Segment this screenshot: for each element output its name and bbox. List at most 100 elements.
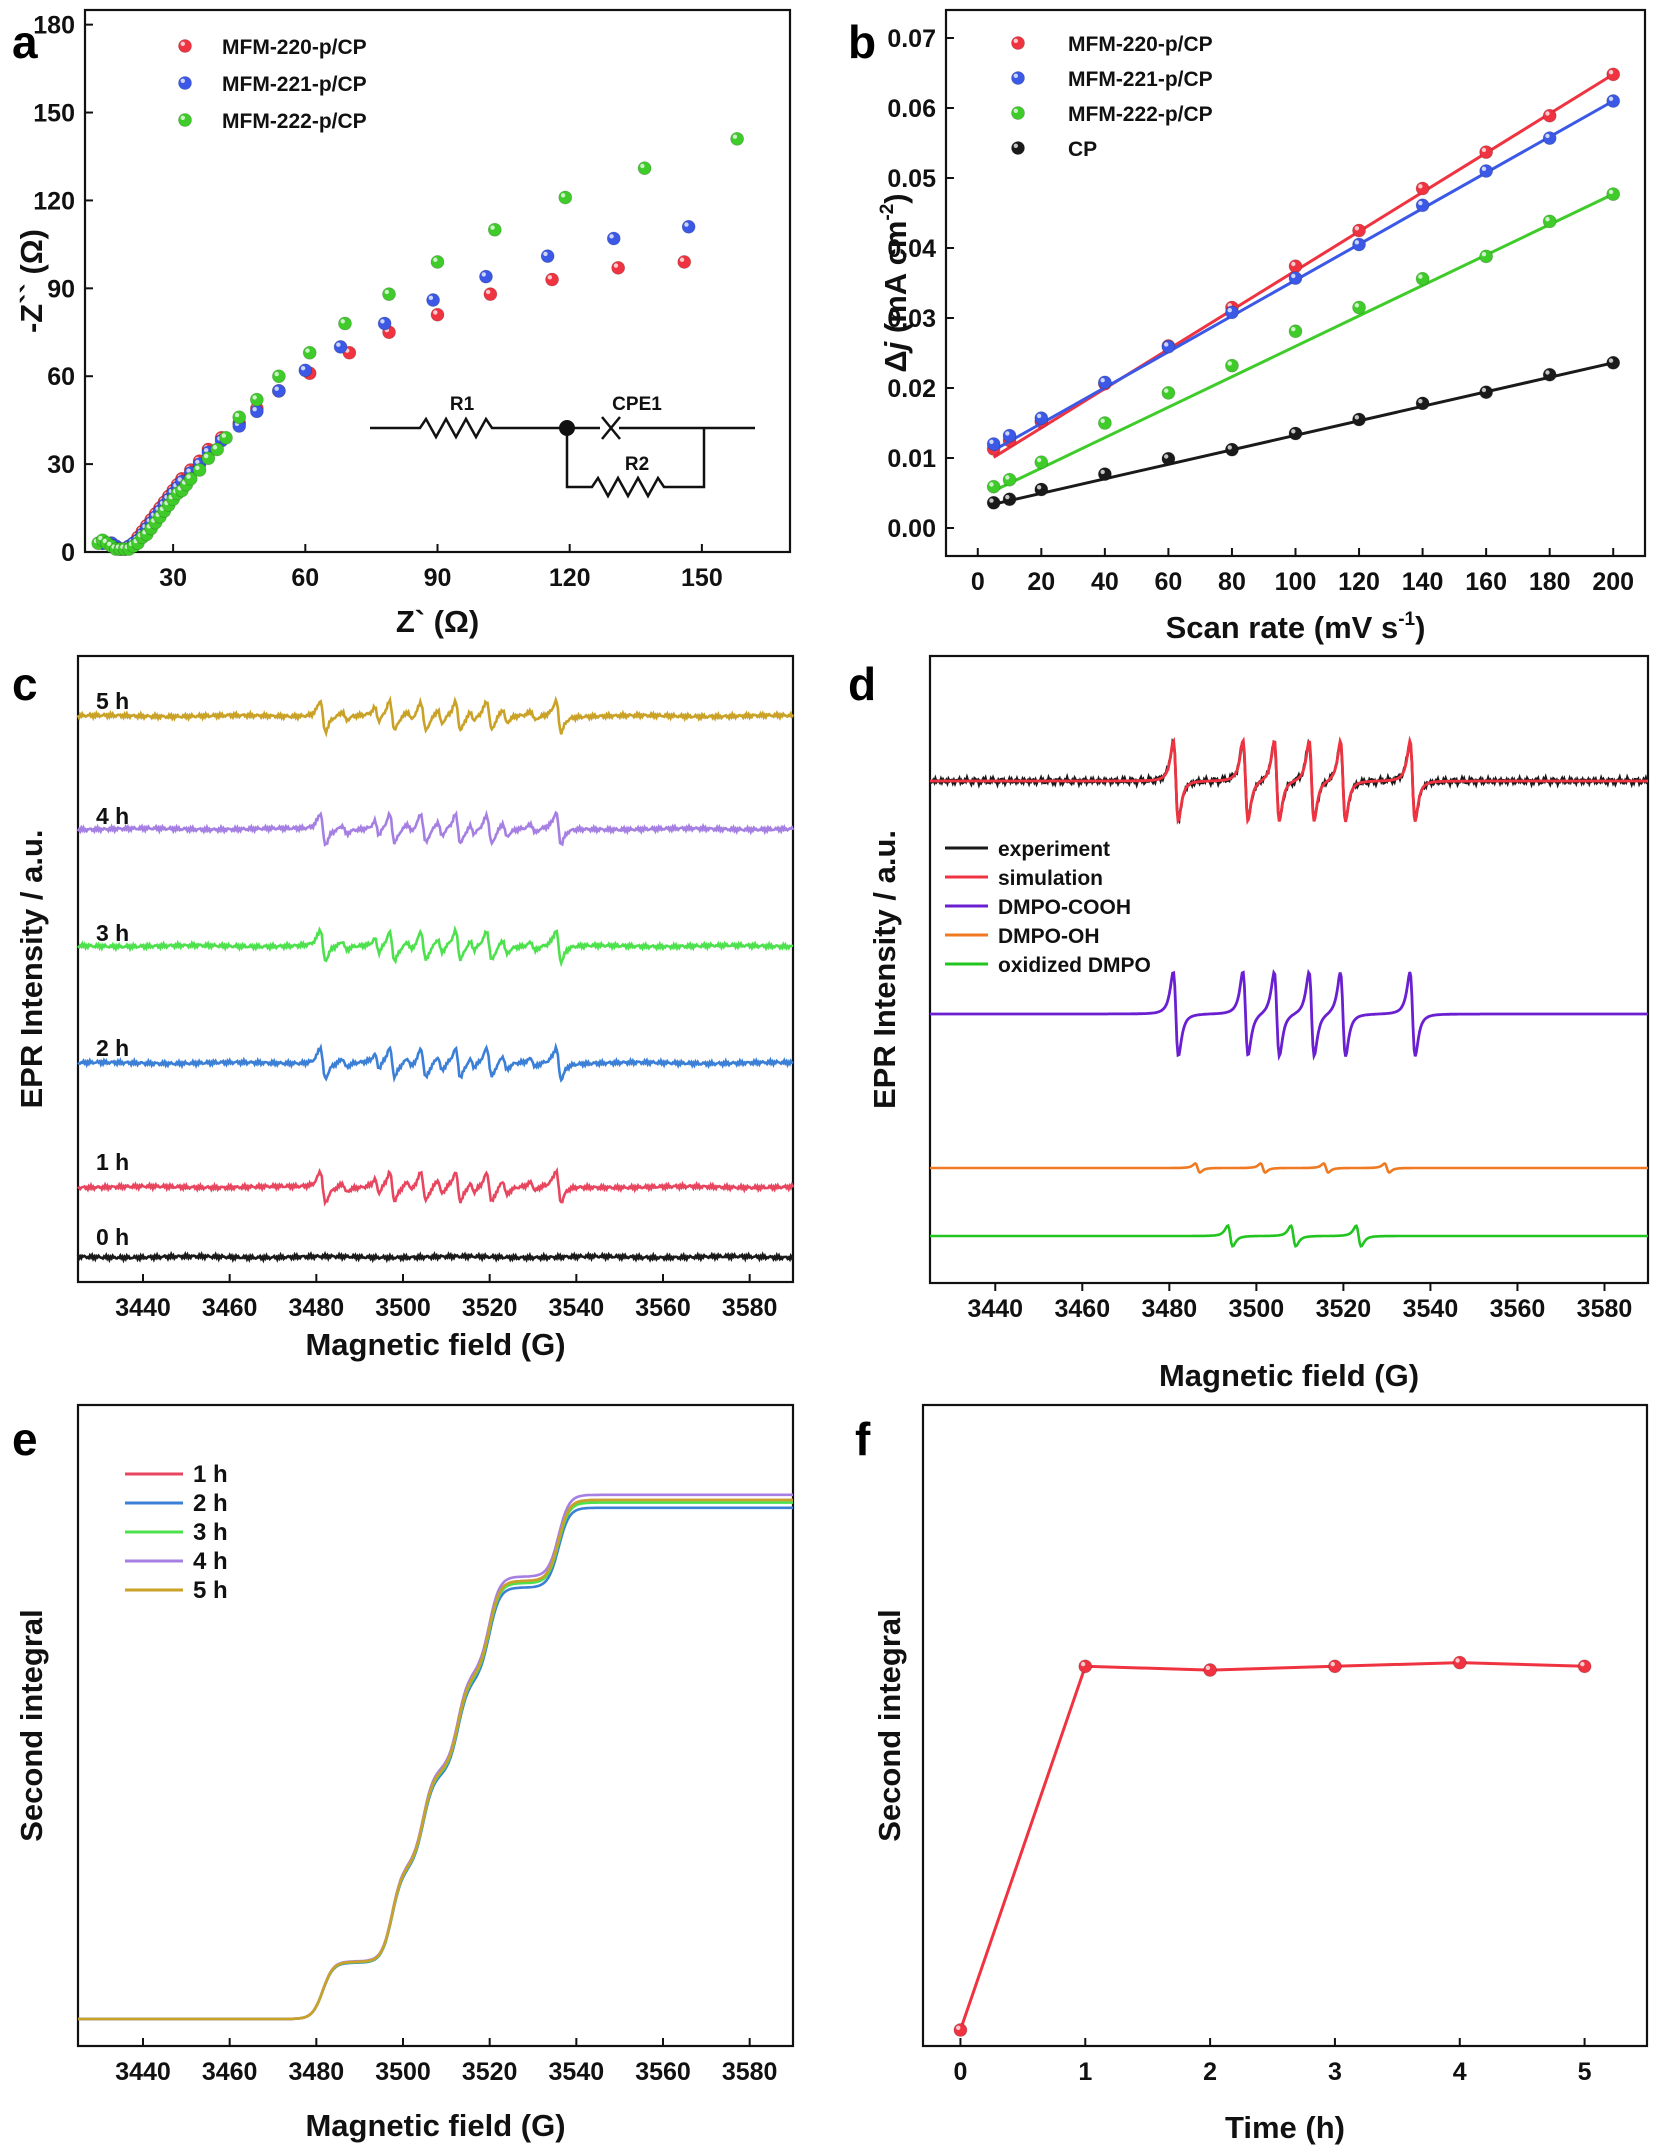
y-axis-label-italic: j bbox=[878, 340, 913, 354]
series-5 h bbox=[78, 1498, 793, 2021]
trace-label: 2 h bbox=[96, 1035, 129, 1061]
y-axis-label-superscript: -2 bbox=[877, 204, 898, 221]
data-point bbox=[953, 2023, 968, 2037]
legend-label: CP bbox=[1068, 138, 1097, 161]
series-4 h bbox=[76, 809, 795, 847]
legend-label: MFM-221-p/CP bbox=[222, 73, 367, 96]
data-point-highlight bbox=[485, 289, 491, 295]
data-point-highlight bbox=[1100, 418, 1105, 423]
panel-label-c: c bbox=[12, 658, 38, 710]
x-tick-label: 180 bbox=[1529, 568, 1571, 596]
x-tick-label: 3560 bbox=[635, 1294, 691, 1322]
x-tick-label: 3460 bbox=[202, 1294, 258, 1322]
equivalent-circuit-inset: R1 CPE1 R2 bbox=[366, 390, 766, 502]
panel-label-f: f bbox=[855, 1413, 871, 1465]
y-axis-label: EPR Intensity / a.u. bbox=[867, 830, 902, 1109]
y-tick-label: 0.00 bbox=[887, 515, 936, 543]
x-tick-label: 80 bbox=[1218, 568, 1246, 596]
data-point-highlight bbox=[177, 477, 182, 482]
data-point-highlight bbox=[1418, 200, 1423, 206]
x-tick-label: 3500 bbox=[375, 1294, 431, 1322]
data-point-highlight bbox=[679, 257, 685, 262]
data-point-highlight bbox=[1005, 494, 1010, 500]
data-point-highlight bbox=[1005, 431, 1010, 436]
y-tick-label: 0.06 bbox=[887, 95, 936, 123]
data-point bbox=[1203, 1663, 1218, 1677]
series-0 h bbox=[76, 1250, 795, 1264]
data-point bbox=[1225, 358, 1239, 373]
panel-c: c 3440 3460 3480 3500 3520 3540 3560 3580 Magneti… bbox=[12, 654, 795, 1362]
plot-frame-e bbox=[76, 1403, 795, 2048]
data-point-highlight bbox=[560, 193, 566, 198]
data-point bbox=[430, 307, 445, 322]
y-tick-label: 30 bbox=[47, 451, 75, 479]
panel-b: b 0 20 40 60 80 100 120 140 160 180 200 0.00 0.01 0.02… bbox=[848, 8, 1647, 645]
series-simulation bbox=[930, 735, 1648, 826]
x-tick-label: 3 bbox=[1328, 2058, 1342, 2086]
data-point bbox=[1415, 198, 1430, 213]
data-point bbox=[382, 287, 396, 302]
data-point-highlight bbox=[543, 251, 548, 257]
data-point-highlight bbox=[1291, 429, 1296, 434]
data-point-highlight bbox=[684, 222, 689, 227]
data-point bbox=[1225, 305, 1239, 320]
epr-trace bbox=[77, 1166, 795, 1207]
data-point bbox=[1161, 385, 1176, 400]
series-oxidized DMPO bbox=[930, 1223, 1648, 1248]
data-point-highlight bbox=[1354, 226, 1360, 231]
data-point-highlight bbox=[1005, 475, 1010, 480]
data-point-highlight bbox=[1481, 166, 1487, 171]
legend-label: MFM-221-p/CP bbox=[1068, 68, 1213, 91]
r2-resistor bbox=[565, 428, 706, 499]
x-tick-label: 3440 bbox=[115, 2058, 171, 2086]
data-point-highlight bbox=[252, 406, 257, 412]
x-tick-label: 200 bbox=[1592, 568, 1634, 596]
data-point-highlight bbox=[195, 465, 200, 470]
x-tick-label: 30 bbox=[159, 564, 187, 592]
data-point-highlight bbox=[1080, 1661, 1086, 1667]
data-point bbox=[1415, 181, 1430, 196]
data-point-highlight bbox=[1418, 274, 1423, 279]
data-point bbox=[1002, 492, 1017, 507]
trace-label: 0 h bbox=[96, 1224, 129, 1250]
fit-line bbox=[992, 73, 1615, 459]
data-point-highlight bbox=[1418, 184, 1423, 189]
legend-label: 5 h bbox=[193, 1577, 228, 1604]
x-tick-label: 3560 bbox=[635, 2058, 691, 2086]
legend-label: MFM-220-p/CP bbox=[222, 36, 367, 59]
data-point bbox=[1352, 223, 1366, 238]
data-point bbox=[1415, 271, 1430, 286]
plot-frame-d bbox=[928, 654, 1650, 1285]
data-point-highlight bbox=[234, 412, 240, 418]
integral-trace bbox=[78, 1501, 793, 2021]
data-point-highlight bbox=[340, 319, 345, 324]
data-point bbox=[271, 369, 286, 384]
data-point-highlight bbox=[1481, 387, 1487, 393]
x-axis-label-end: ) bbox=[1415, 610, 1425, 645]
legend-label: 4 h bbox=[193, 1548, 228, 1575]
trace-label: 1 h bbox=[96, 1149, 129, 1175]
data-point bbox=[298, 363, 313, 378]
y-tick-label: 0.05 bbox=[887, 165, 936, 193]
data-point-highlight bbox=[1036, 485, 1042, 490]
x-tick-label: 3580 bbox=[722, 1294, 778, 1322]
r1-resistor bbox=[370, 416, 600, 440]
series-MFM-222-p/CP bbox=[986, 187, 1621, 494]
data-point-highlight bbox=[1455, 1658, 1460, 1663]
legend-marker-highlight bbox=[180, 41, 185, 46]
data-point-highlight bbox=[203, 453, 209, 459]
x-tick-label: 3480 bbox=[289, 2058, 345, 2086]
epr-trace bbox=[930, 1223, 1648, 1248]
x-tick-label: 3480 bbox=[289, 1294, 345, 1322]
data-point bbox=[1034, 455, 1049, 470]
legend-label: MFM-222-p/CP bbox=[222, 110, 367, 133]
legend-marker bbox=[1011, 141, 1025, 155]
data-point-highlight bbox=[300, 365, 306, 371]
x-tick-label: 3500 bbox=[1229, 1295, 1285, 1323]
data-point-highlight bbox=[433, 257, 438, 262]
data-point bbox=[377, 316, 392, 331]
trace-label: 4 h bbox=[96, 803, 129, 829]
y-tick-label: 0.07 bbox=[887, 25, 936, 53]
x-tick-label: 100 bbox=[1275, 568, 1317, 596]
y-tick-label: 0.03 bbox=[887, 305, 936, 333]
